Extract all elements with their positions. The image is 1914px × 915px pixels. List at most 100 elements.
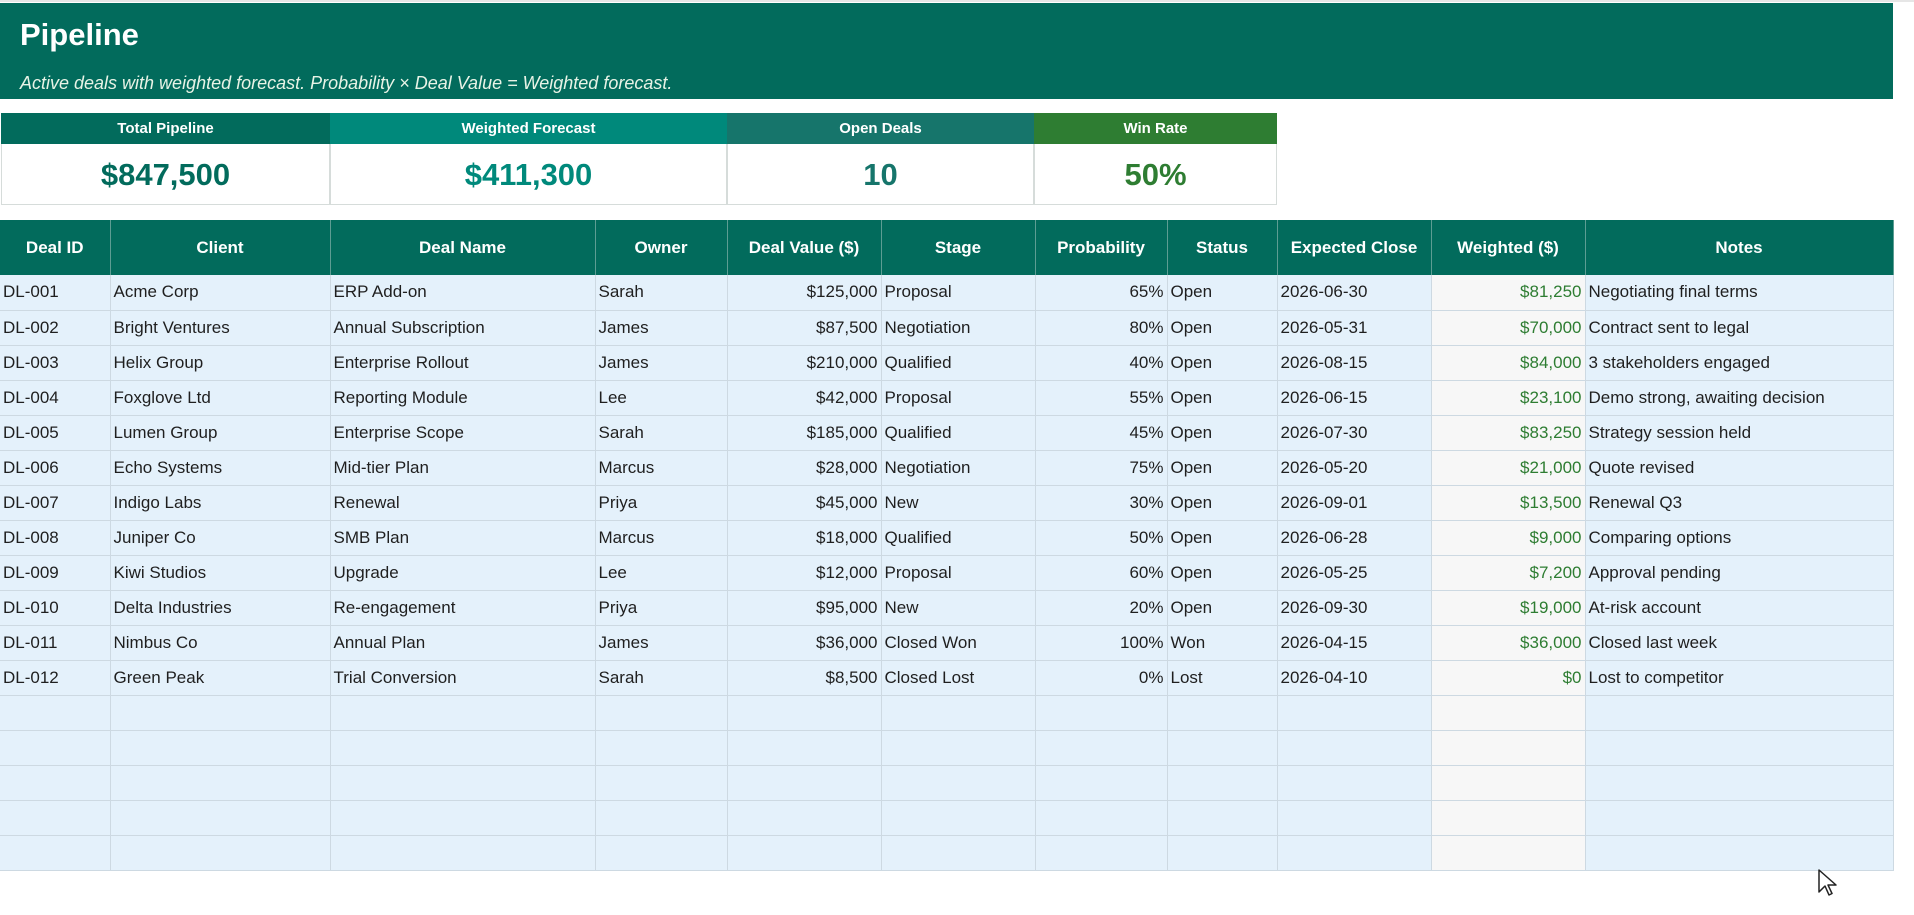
- table-cell[interactable]: 2026-09-01: [1277, 485, 1432, 521]
- table-cell[interactable]: DL-011: [0, 625, 111, 661]
- empty-cell[interactable]: [727, 835, 882, 871]
- column-header[interactable]: Stage: [881, 220, 1036, 275]
- table-cell[interactable]: 60%: [1035, 555, 1168, 591]
- table-cell[interactable]: 100%: [1035, 625, 1168, 661]
- empty-cell[interactable]: [1035, 695, 1168, 731]
- table-row[interactable]: DL-003 Helix Group Enterprise Rollout James…: [0, 345, 1894, 381]
- empty-cell[interactable]: [727, 800, 882, 836]
- table-cell[interactable]: Helix Group: [110, 345, 331, 381]
- kpi-open-deals[interactable]: Open Deals 10: [727, 113, 1034, 205]
- table-cell[interactable]: Upgrade: [330, 555, 596, 591]
- table-cell[interactable]: Won: [1167, 625, 1278, 661]
- empty-cell[interactable]: [881, 835, 1036, 871]
- table-cell[interactable]: Closed Lost: [881, 660, 1036, 696]
- table-cell[interactable]: Open: [1167, 450, 1278, 486]
- table-cell[interactable]: Reporting Module: [330, 380, 596, 416]
- table-cell[interactable]: Quote revised: [1585, 450, 1894, 486]
- empty-cell[interactable]: [727, 765, 882, 801]
- table-cell[interactable]: 80%: [1035, 310, 1168, 346]
- table-cell[interactable]: $21,000: [1431, 450, 1586, 486]
- empty-cell[interactable]: [727, 695, 882, 731]
- empty-cell[interactable]: [1167, 835, 1278, 871]
- table-cell[interactable]: Echo Systems: [110, 450, 331, 486]
- column-header[interactable]: Deal Name: [330, 220, 596, 275]
- table-cell[interactable]: James: [595, 625, 728, 661]
- empty-cell[interactable]: [330, 695, 596, 731]
- table-cell[interactable]: Open: [1167, 520, 1278, 556]
- table-cell[interactable]: $210,000: [727, 345, 882, 381]
- empty-cell[interactable]: [1277, 835, 1432, 871]
- table-cell[interactable]: Open: [1167, 590, 1278, 626]
- table-cell[interactable]: Trial Conversion: [330, 660, 596, 696]
- table-cell[interactable]: Negotiation: [881, 450, 1036, 486]
- table-cell[interactable]: Priya: [595, 590, 728, 626]
- table-cell[interactable]: Marcus: [595, 450, 728, 486]
- table-cell[interactable]: Open: [1167, 380, 1278, 416]
- empty-cell[interactable]: [1431, 765, 1586, 801]
- empty-cell[interactable]: [1431, 800, 1586, 836]
- empty-cell[interactable]: [1277, 730, 1432, 766]
- table-cell[interactable]: SMB Plan: [330, 520, 596, 556]
- empty-cell[interactable]: [0, 695, 111, 731]
- table-cell[interactable]: Open: [1167, 345, 1278, 381]
- table-row[interactable]: DL-009 Kiwi Studios Upgrade Lee $12,000 Propo…: [0, 555, 1894, 591]
- table-cell[interactable]: Indigo Labs: [110, 485, 331, 521]
- table-cell[interactable]: Enterprise Rollout: [330, 345, 596, 381]
- table-cell[interactable]: $83,250: [1431, 415, 1586, 451]
- table-cell[interactable]: DL-003: [0, 345, 111, 381]
- empty-cell[interactable]: [1431, 695, 1586, 731]
- table-cell[interactable]: Delta Industries: [110, 590, 331, 626]
- table-row[interactable]: DL-006 Echo Systems Mid-tier Plan Marcus $28…: [0, 450, 1894, 486]
- table-cell[interactable]: James: [595, 345, 728, 381]
- table-cell[interactable]: $87,500: [727, 310, 882, 346]
- table-cell[interactable]: $13,500: [1431, 485, 1586, 521]
- empty-cell[interactable]: [1585, 695, 1894, 731]
- empty-cell[interactable]: [1431, 730, 1586, 766]
- table-row[interactable]: DL-010 Delta Industries Re-engagement Priya…: [0, 590, 1894, 626]
- table-cell[interactable]: $42,000: [727, 380, 882, 416]
- table-cell[interactable]: $95,000: [727, 590, 882, 626]
- table-row[interactable]: DL-011 Nimbus Co Annual Plan James $36,000 Cl…: [0, 625, 1894, 661]
- empty-cell[interactable]: [1167, 695, 1278, 731]
- table-cell[interactable]: Qualified: [881, 345, 1036, 381]
- empty-cell[interactable]: [110, 800, 331, 836]
- table-cell[interactable]: Lumen Group: [110, 415, 331, 451]
- table-cell[interactable]: Closed Won: [881, 625, 1036, 661]
- empty-cell[interactable]: [595, 835, 728, 871]
- table-cell[interactable]: $7,200: [1431, 555, 1586, 591]
- table-cell[interactable]: Open: [1167, 275, 1278, 311]
- table-cell[interactable]: Negotiation: [881, 310, 1036, 346]
- table-row[interactable]: DL-012 Green Peak Trial Conversion Sarah $8,…: [0, 660, 1894, 696]
- empty-row[interactable]: [0, 765, 1894, 801]
- column-header[interactable]: Probability: [1035, 220, 1168, 275]
- empty-cell[interactable]: [110, 695, 331, 731]
- table-cell[interactable]: 50%: [1035, 520, 1168, 556]
- table-cell[interactable]: 20%: [1035, 590, 1168, 626]
- table-cell[interactable]: DL-010: [0, 590, 111, 626]
- table-cell[interactable]: Priya: [595, 485, 728, 521]
- empty-cell[interactable]: [1585, 800, 1894, 836]
- table-cell[interactable]: 2026-06-28: [1277, 520, 1432, 556]
- column-header[interactable]: Status: [1167, 220, 1278, 275]
- table-cell[interactable]: Renewal: [330, 485, 596, 521]
- table-cell[interactable]: Renewal Q3: [1585, 485, 1894, 521]
- table-cell[interactable]: 3 stakeholders engaged: [1585, 345, 1894, 381]
- table-cell[interactable]: Green Peak: [110, 660, 331, 696]
- table-cell[interactable]: Re-engagement: [330, 590, 596, 626]
- empty-row[interactable]: [0, 695, 1894, 731]
- empty-row[interactable]: [0, 730, 1894, 766]
- table-cell[interactable]: Foxglove Ltd: [110, 380, 331, 416]
- table-cell[interactable]: Juniper Co: [110, 520, 331, 556]
- empty-cell[interactable]: [1035, 800, 1168, 836]
- table-cell[interactable]: 2026-06-30: [1277, 275, 1432, 311]
- empty-cell[interactable]: [110, 730, 331, 766]
- table-cell[interactable]: 2026-04-10: [1277, 660, 1432, 696]
- table-cell[interactable]: Sarah: [595, 275, 728, 311]
- table-cell[interactable]: $23,100: [1431, 380, 1586, 416]
- empty-row[interactable]: [0, 800, 1894, 836]
- table-row[interactable]: DL-004 Foxglove Ltd Reporting Module Lee $42…: [0, 380, 1894, 416]
- table-row[interactable]: DL-002 Bright Ventures Annual Subscription…: [0, 310, 1894, 346]
- table-cell[interactable]: 2026-05-31: [1277, 310, 1432, 346]
- table-cell[interactable]: 0%: [1035, 660, 1168, 696]
- empty-cell[interactable]: [110, 765, 331, 801]
